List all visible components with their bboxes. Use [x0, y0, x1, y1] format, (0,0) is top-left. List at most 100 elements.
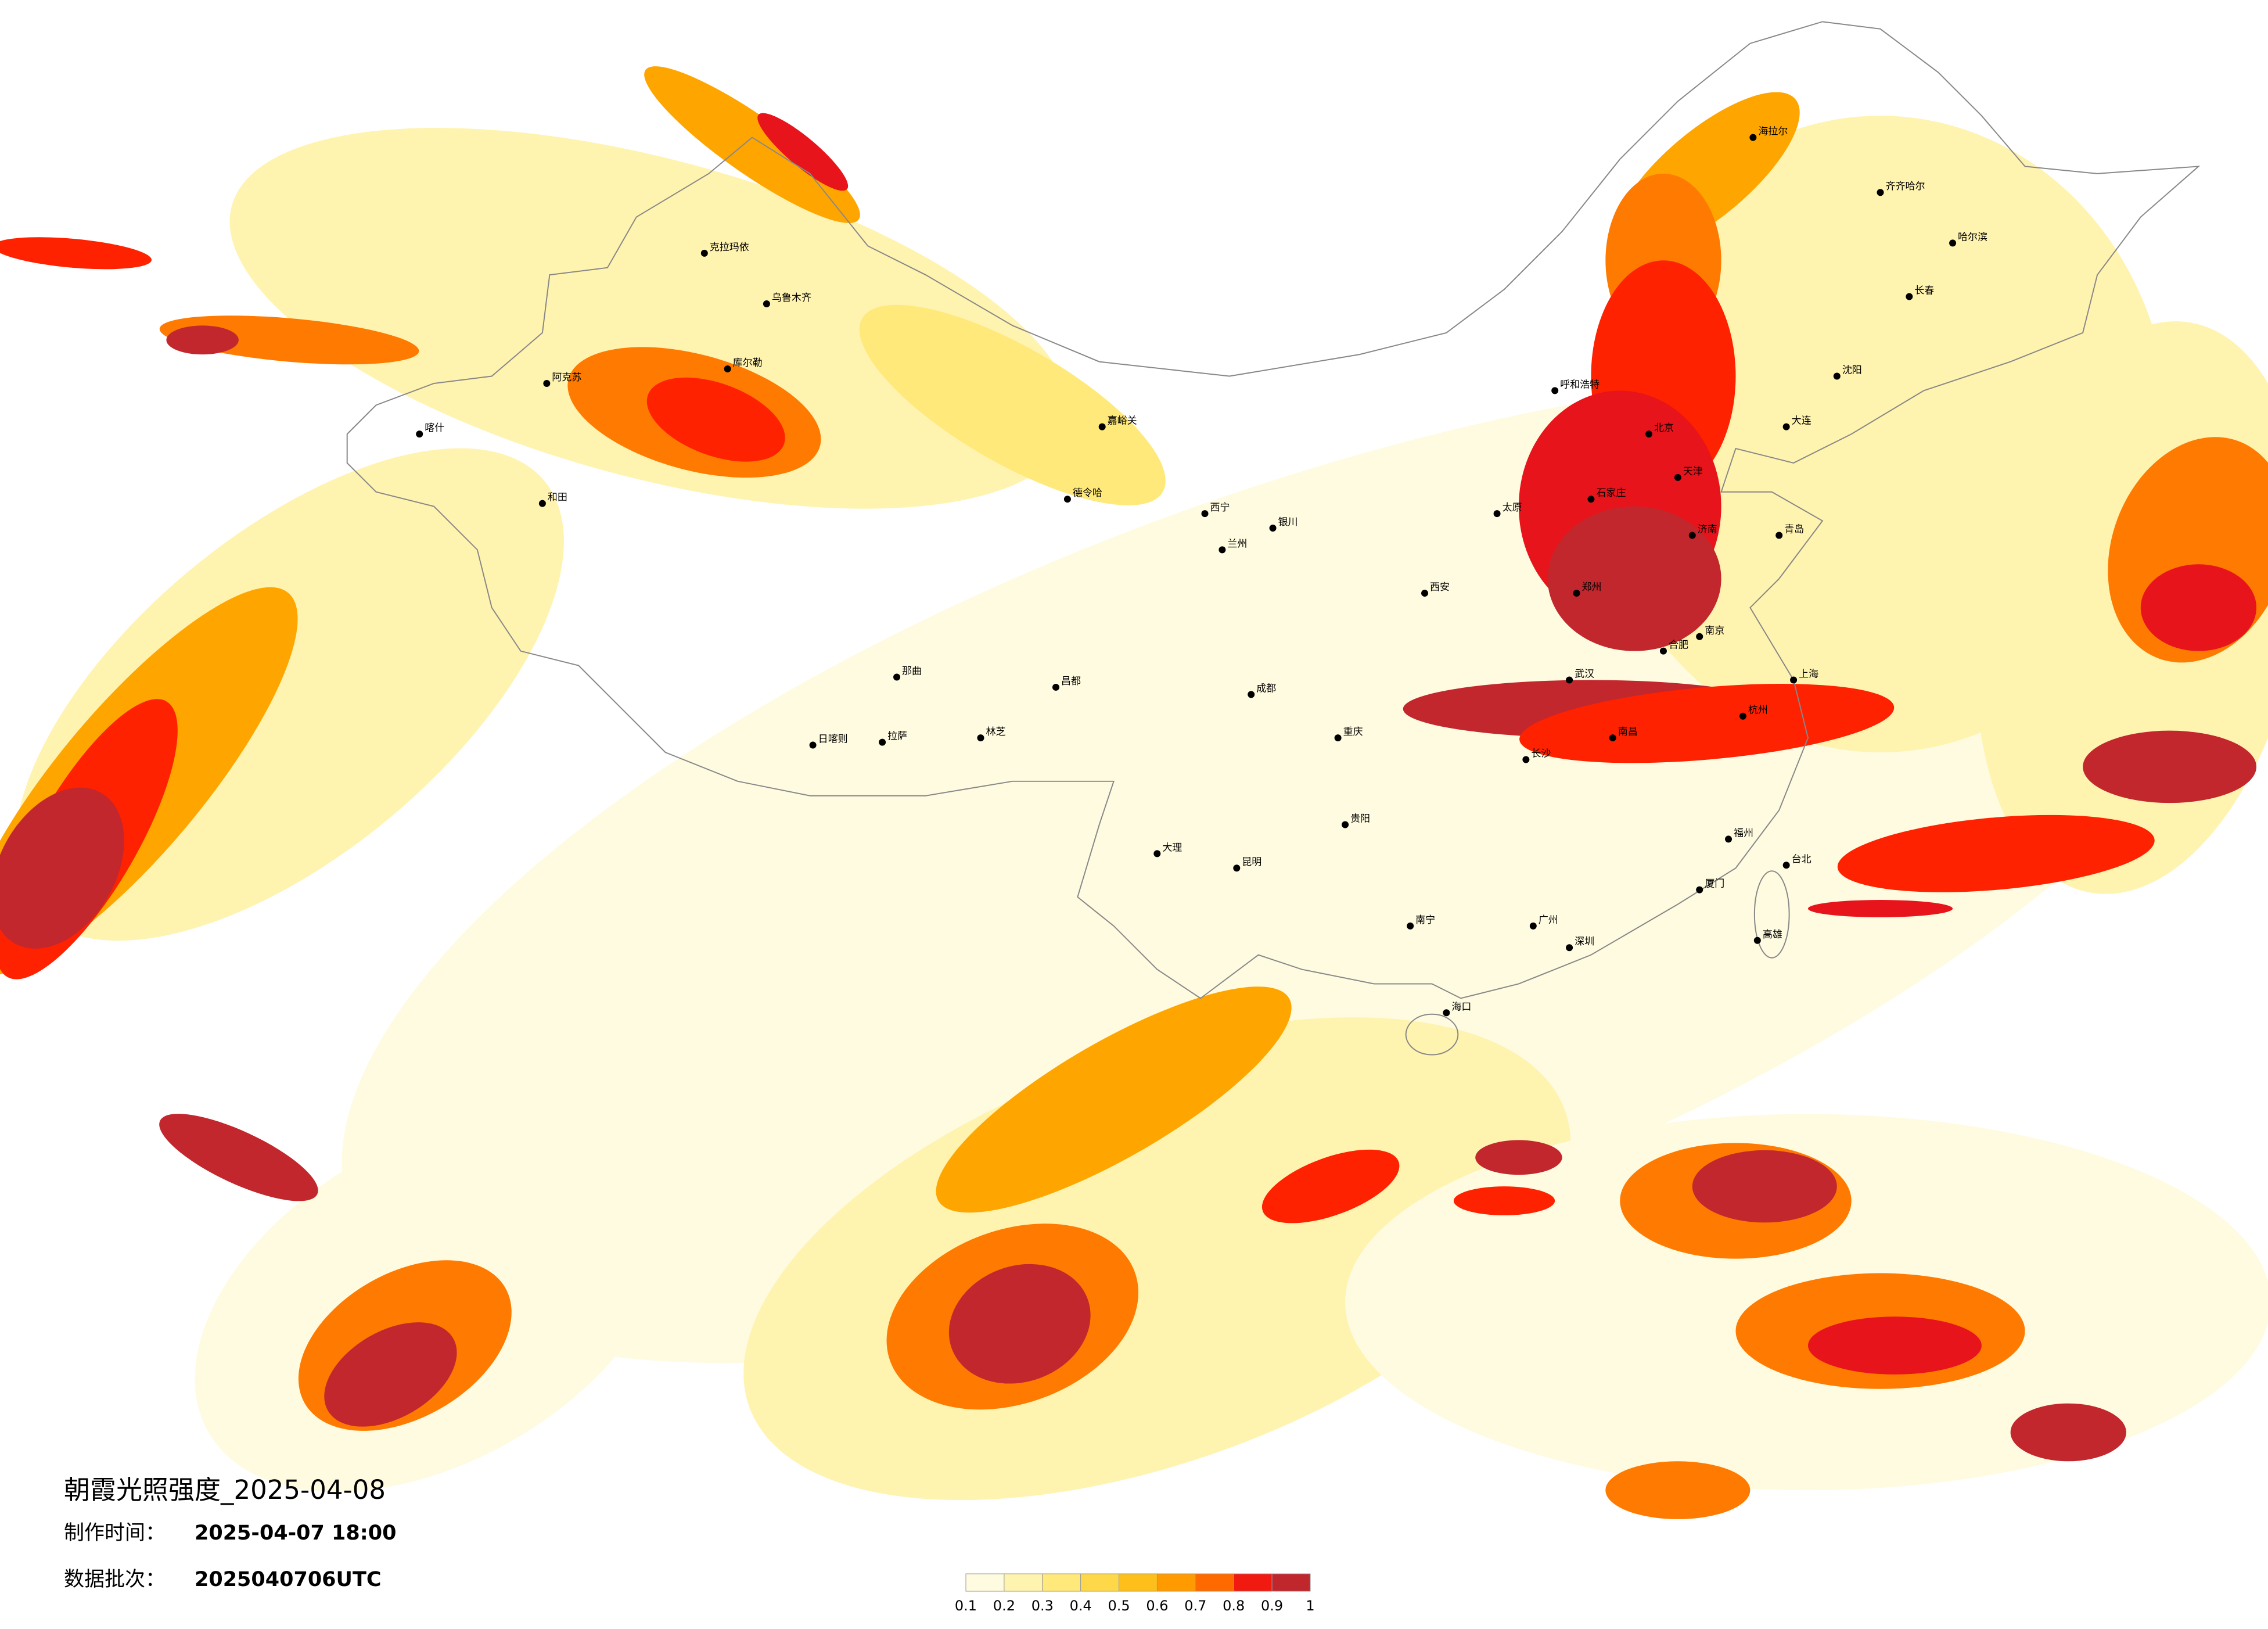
heat-blob — [1692, 1150, 1837, 1223]
heat-blob — [2010, 1403, 2126, 1462]
city-label: 林芝 — [986, 726, 1005, 738]
city-label: 沈阳 — [1842, 365, 1862, 376]
city-label: 兰州 — [1227, 538, 1247, 550]
heat-blob — [1453, 1186, 1555, 1215]
heat-blob — [1475, 1140, 1562, 1175]
city-label: 台北 — [1792, 853, 1811, 865]
legend-tick-label: 0.5 — [1108, 1598, 1130, 1614]
city-dot — [1696, 633, 1703, 640]
city-dot — [1443, 1009, 1450, 1017]
heat-layer — [0, 66, 2268, 1519]
heat-blob — [0, 237, 152, 270]
city-dot — [416, 430, 423, 438]
city-label: 贵阳 — [1350, 813, 1370, 825]
heat-blob — [1519, 684, 1895, 763]
city-dot — [1063, 496, 1071, 503]
heat-blob — [159, 315, 419, 365]
city-dot — [763, 300, 770, 307]
city-label: 杭州 — [1748, 705, 1768, 716]
batch-label: 数据批次： — [64, 1568, 166, 1591]
city-label: 哈尔滨 — [1958, 231, 1987, 243]
city-dot — [1493, 510, 1501, 518]
legend-tick-label: 0.7 — [1184, 1598, 1206, 1614]
production-value: 2025-04-07 18:00 — [195, 1522, 396, 1545]
heat-blob — [644, 66, 860, 223]
city-dot — [1587, 496, 1595, 503]
city-label: 南宁 — [1415, 914, 1435, 926]
heat-blob — [1261, 1149, 1400, 1223]
city-label: 太原 — [1503, 502, 1522, 514]
city-label: 南京 — [1705, 625, 1724, 637]
city-dot — [879, 738, 886, 746]
city-dot — [1696, 886, 1703, 894]
city-dot — [977, 734, 984, 742]
border — [346, 21, 2201, 999]
city-dot — [1529, 922, 1537, 930]
city-dot — [1790, 676, 1798, 684]
city-dot — [1775, 532, 1783, 539]
city-label: 福州 — [1734, 827, 1753, 839]
city-label: 克拉玛依 — [710, 242, 749, 253]
city-label: 银川 — [1278, 516, 1298, 528]
city-label: 大理 — [1162, 842, 1182, 853]
city-label: 武汉 — [1575, 668, 1594, 680]
island-border — [1405, 1013, 1459, 1056]
legend-swatch — [1233, 1573, 1273, 1592]
city-dot — [1949, 239, 1957, 247]
legend-tick-label: 0.6 — [1146, 1598, 1168, 1614]
city-dot — [893, 673, 901, 681]
legend-swatch — [1271, 1573, 1311, 1592]
city-label: 拉萨 — [887, 731, 907, 742]
city-dot — [1674, 473, 1681, 481]
city-label: 日喀则 — [818, 734, 848, 745]
heat-blob — [1808, 900, 1953, 917]
heat-blob — [2083, 730, 2257, 803]
city-label: 北京 — [1654, 422, 1674, 434]
city-dot — [1248, 691, 1255, 698]
city-dot — [1522, 756, 1530, 763]
heat-blob — [1837, 814, 2155, 892]
city-label: 青岛 — [1784, 523, 1804, 535]
city-dot — [1566, 676, 1573, 684]
city-label: 乌鲁木齐 — [772, 292, 811, 304]
legend-swatch — [1004, 1573, 1043, 1592]
city-dot — [724, 365, 731, 373]
heat-blob — [1547, 506, 1721, 651]
city-label: 郑州 — [1582, 582, 1602, 593]
city-label: 长沙 — [1531, 748, 1551, 759]
city-label: 昆明 — [1242, 856, 1261, 868]
legend-swatch — [1042, 1573, 1081, 1592]
city-label: 嘉峪关 — [1108, 415, 1137, 427]
city-label: 天津 — [1683, 466, 1703, 478]
city-dot — [1052, 683, 1059, 691]
city-label: 呼和浩特 — [1560, 379, 1600, 390]
city-label: 德令哈 — [1073, 487, 1102, 499]
city-label: 上海 — [1799, 668, 1818, 680]
heat-blob — [2140, 564, 2257, 651]
legend-tick-label: 0.8 — [1223, 1598, 1245, 1614]
legend-tick-label: 0.1 — [955, 1598, 977, 1614]
legend-swatch — [965, 1573, 1005, 1592]
city-dot — [700, 249, 708, 257]
legend-tick-label: 0.9 — [1261, 1598, 1283, 1614]
city-dot — [1739, 712, 1746, 720]
city-dot — [1421, 590, 1429, 597]
city-dot — [1269, 524, 1277, 532]
city-label: 重庆 — [1343, 726, 1363, 738]
legend-tick-label: 0.4 — [1070, 1598, 1092, 1614]
city-dot — [538, 500, 546, 507]
city-dot — [1833, 372, 1841, 380]
city-dot — [1573, 590, 1580, 597]
color-legend: 0.1 0.2 0.3 0.4 0.5 0.6 0.7 0.8 0.9 1 — [955, 1573, 1315, 1614]
city-label: 大连 — [1792, 415, 1811, 427]
city-label: 海口 — [1451, 1001, 1471, 1013]
city-dot — [1566, 944, 1573, 952]
city-dot — [1201, 510, 1209, 518]
city-dot — [1551, 387, 1559, 394]
legend-tick-label: 0.2 — [993, 1598, 1015, 1614]
heat-blob — [948, 1264, 1091, 1384]
city-label: 广州 — [1539, 914, 1558, 926]
city-dot — [1688, 532, 1696, 539]
